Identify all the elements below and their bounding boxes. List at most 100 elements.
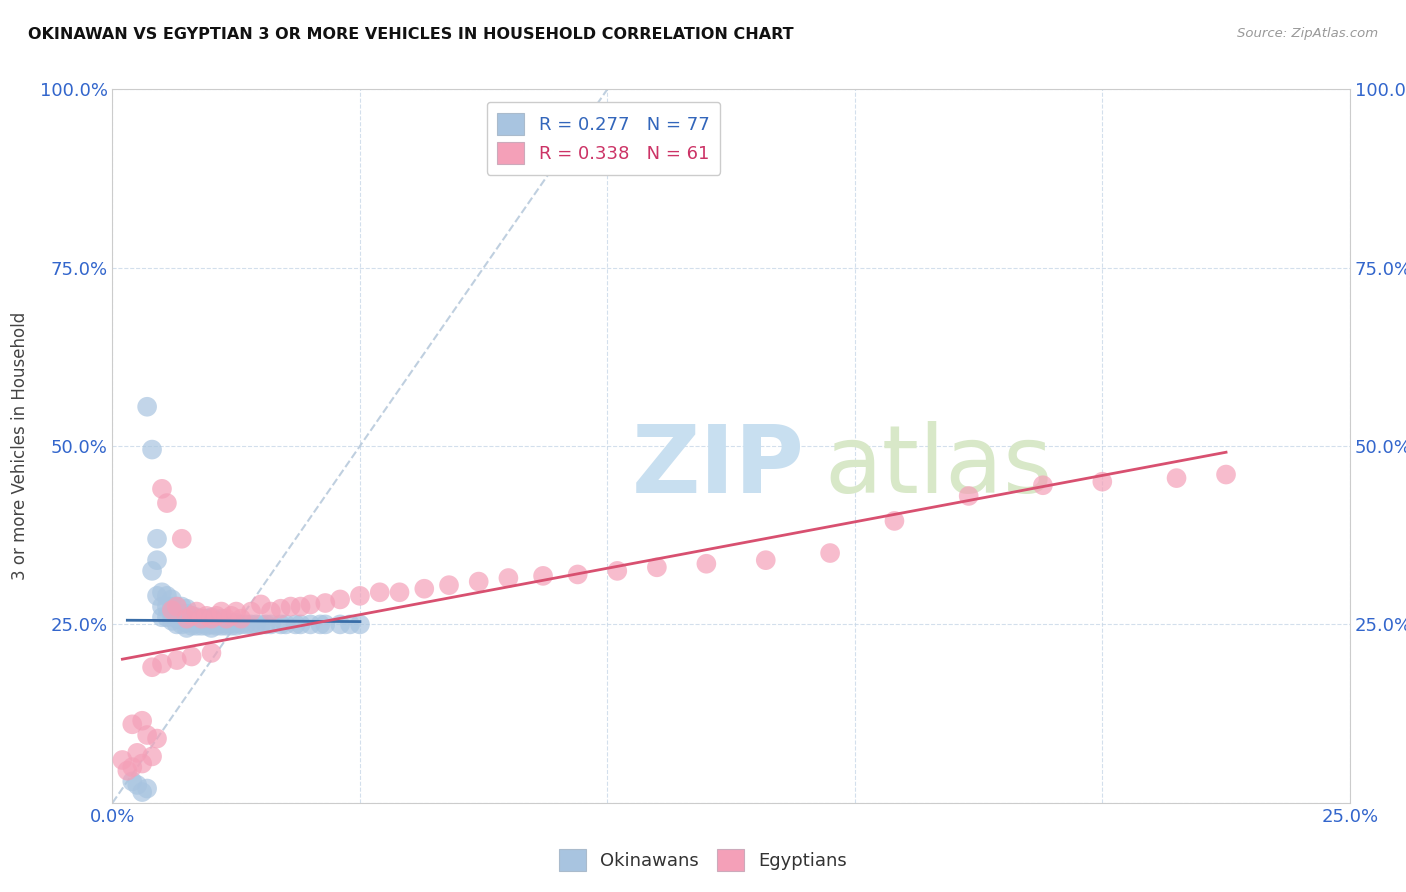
Point [186,605,208,619]
Point [180,608,202,623]
Point [225,615,247,630]
Point [176,607,198,621]
Point [127,746,149,760]
Point [225,619,247,633]
Point [170,607,193,621]
Point [195,619,218,633]
Point [231,612,253,626]
Point [260,617,283,632]
Point [260,605,283,619]
Point [250,617,273,632]
Point [1166,471,1188,485]
Point [190,615,212,630]
Point [215,612,238,626]
Point [215,615,238,630]
Point [235,617,257,632]
Point [131,785,153,799]
Point [150,585,173,599]
Point [121,760,143,774]
Point [209,619,232,633]
Point [250,598,273,612]
Point [219,619,242,633]
Point [200,610,222,624]
Point [205,615,228,630]
Point [180,614,202,628]
Point [270,617,292,632]
Point [205,619,228,633]
Point [190,612,212,626]
Point [215,619,238,633]
Point [200,612,222,626]
Point [176,612,198,626]
Point [695,557,717,571]
Point [200,646,222,660]
Point [146,553,169,567]
Point [176,621,198,635]
Text: atlas: atlas [824,421,1052,514]
Point [156,599,179,614]
Point [299,617,322,632]
Point [176,612,198,626]
Point [141,442,163,457]
Point [136,728,159,742]
Point [156,496,179,510]
Y-axis label: 3 or more Vehicles in Household: 3 or more Vehicles in Household [10,312,28,580]
Point [166,607,188,621]
Point [280,599,302,614]
Point [231,617,253,632]
Point [141,749,163,764]
Point [467,574,489,589]
Point [136,781,159,796]
Point [170,532,193,546]
Point [111,753,134,767]
Point [131,714,153,728]
Point [166,612,188,626]
Point [254,617,277,632]
Point [176,615,198,630]
Point [225,605,247,619]
Point [127,778,149,792]
Legend: R = 0.277   N = 77, R = 0.338   N = 61: R = 0.277 N = 77, R = 0.338 N = 61 [486,102,720,175]
Point [156,589,179,603]
Text: Source: ZipAtlas.com: Source: ZipAtlas.com [1237,27,1378,40]
Point [195,612,218,626]
Point [150,610,173,624]
Point [240,617,263,632]
Point [531,569,554,583]
Point [200,614,222,628]
Text: OKINAWAN VS EGYPTIAN 3 OR MORE VEHICLES IN HOUSEHOLD CORRELATION CHART: OKINAWAN VS EGYPTIAN 3 OR MORE VEHICLES … [28,27,794,42]
Point [180,619,202,633]
Point [170,617,193,632]
Point [190,612,212,626]
Point [388,585,411,599]
Point [219,615,242,630]
Point [413,582,436,596]
Point [141,564,163,578]
Point [290,599,312,614]
Point [131,756,153,771]
Point [186,610,208,624]
Point [219,608,242,623]
Point [156,610,179,624]
Point [160,607,183,621]
Point [186,619,208,633]
Point [195,615,218,630]
Point [160,592,183,607]
Point [150,657,173,671]
Point [498,571,520,585]
Point [314,596,336,610]
Point [121,717,143,731]
Point [180,608,202,623]
Point [309,617,332,632]
Point [567,567,589,582]
Point [284,617,307,632]
Point [349,589,371,603]
Point [205,608,228,623]
Legend: Okinawans, Egyptians: Okinawans, Egyptians [551,842,855,879]
Point [117,764,139,778]
Point [170,612,193,626]
Point [150,482,173,496]
Point [245,617,267,632]
Point [1032,478,1054,492]
Point [146,532,169,546]
